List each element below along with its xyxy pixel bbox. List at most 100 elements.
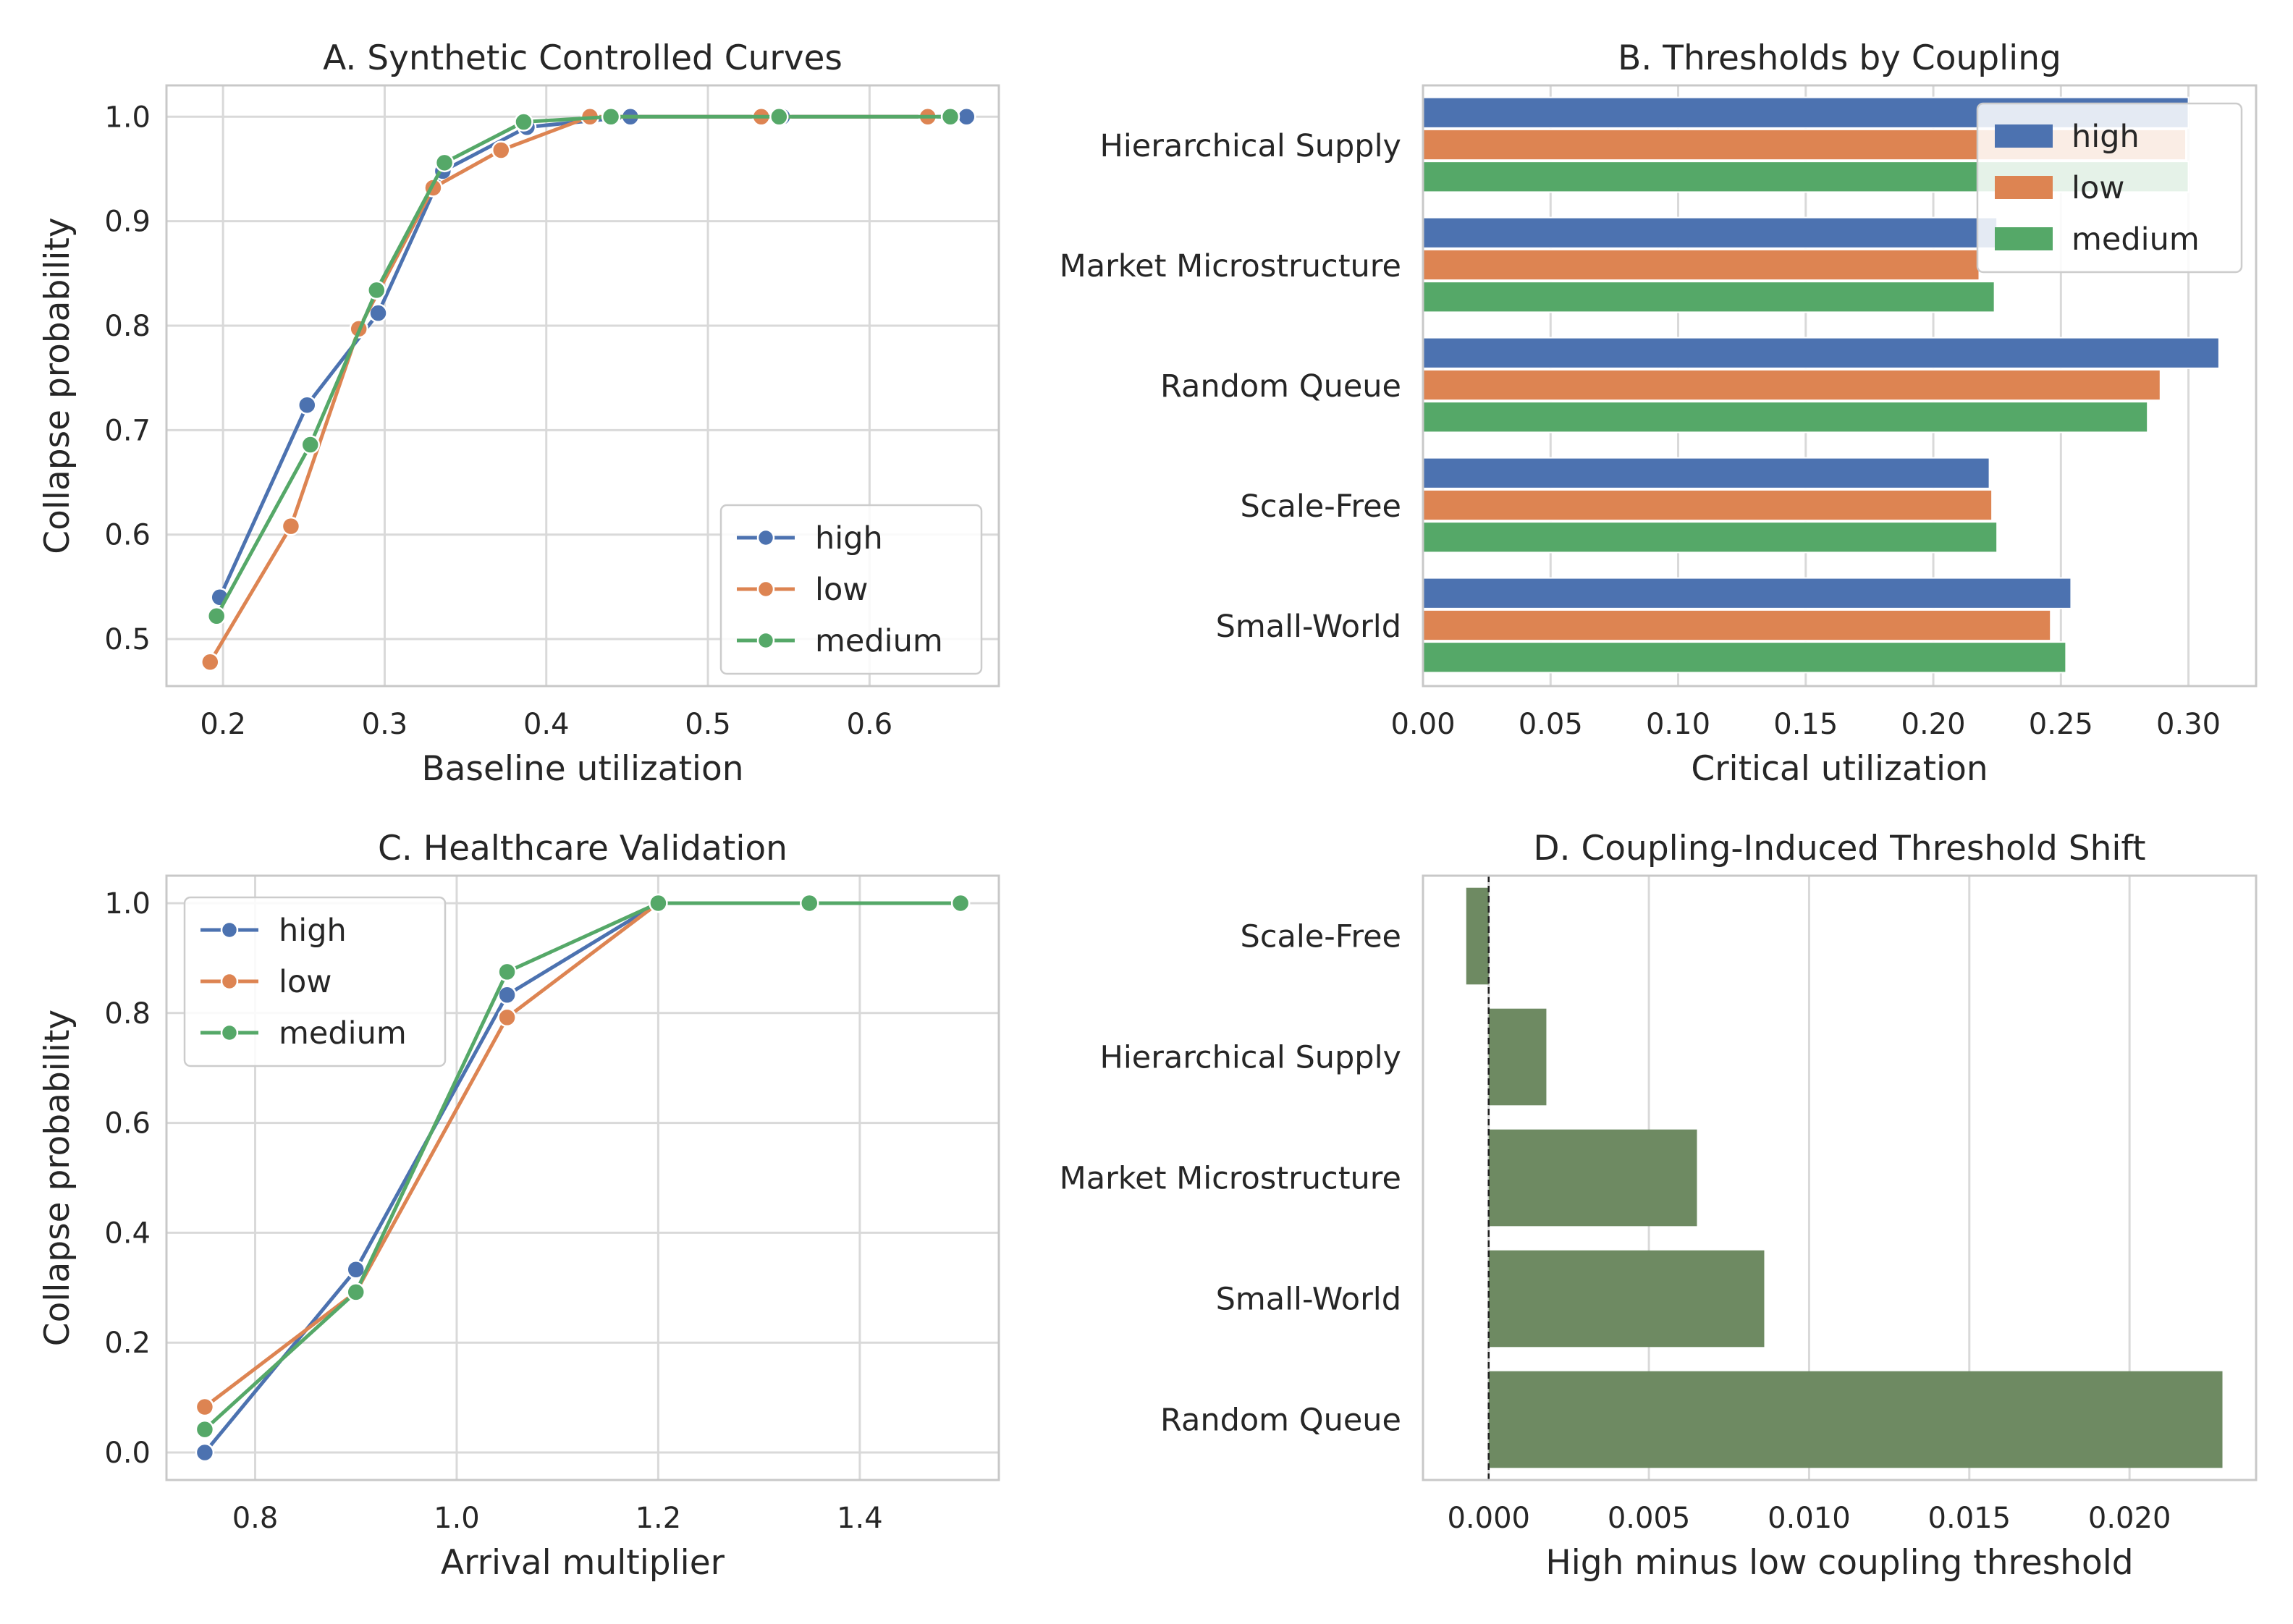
x-tick-label: 0.05 xyxy=(1519,708,1583,741)
y-tick-label: 0.5 xyxy=(104,623,151,656)
category-label: Hierarchical Supply xyxy=(1100,1040,1401,1076)
x-tick-label: 1.2 xyxy=(635,1502,682,1535)
y-tick-label: 0.6 xyxy=(104,1107,151,1141)
data-point-medium xyxy=(195,1419,215,1439)
bar-shift xyxy=(1488,1371,2223,1468)
bar-low xyxy=(1422,489,1993,522)
x-tick-label: 1.4 xyxy=(837,1502,883,1535)
bar-medium xyxy=(1422,641,2067,674)
data-point-high xyxy=(297,395,317,415)
legend-marker-low xyxy=(756,580,775,599)
data-point-medium xyxy=(800,893,819,913)
y-tick-label: 0.7 xyxy=(104,414,151,447)
chart-title: D. Coupling-Induced Threshold Shift xyxy=(1533,829,2145,868)
x-tick-label: 0.000 xyxy=(1447,1502,1530,1535)
data-point-medium xyxy=(601,107,621,127)
legend-box xyxy=(719,504,983,675)
x-tick-label: 0.6 xyxy=(847,708,893,741)
legend-marker-low xyxy=(220,972,239,991)
legend-label-high: high xyxy=(2072,119,2140,155)
x-tick-label: 0.15 xyxy=(1773,708,1838,741)
data-point-medium xyxy=(950,893,971,913)
legend-label-medium: medium xyxy=(2072,221,2200,258)
x-tick-label: 0.30 xyxy=(2156,708,2221,741)
y-tick-label: 0.2 xyxy=(104,1327,151,1360)
x-axis-label: Arrival multiplier xyxy=(441,1543,725,1583)
series-line-medium xyxy=(203,901,961,1431)
data-point-low xyxy=(491,140,511,160)
y-axis-label: Collapse probability xyxy=(38,217,77,554)
panel-b-thresholds-by-coupling: 0.00 0.05 0.10 0.15 0.20 0.25 0.30 Hierarchical… xyxy=(1060,38,2258,789)
x-tick-label: 0.00 xyxy=(1390,708,1455,741)
y-tick-label: 1.0 xyxy=(104,887,151,921)
data-point-medium xyxy=(434,153,455,173)
data-point-low xyxy=(200,652,220,672)
y-tick-label: 0.4 xyxy=(104,1217,151,1250)
x-tick-label: 0.20 xyxy=(1901,708,1966,741)
legend-label-low: low xyxy=(279,964,332,1000)
panel-c-healthcare-validation: 0.0 0.2 0.4 0.6 0.8 1.0 0.8 1.0 1.2 1.4 C. Healthc… xyxy=(38,829,1000,1583)
y-tick-label: 0.8 xyxy=(104,997,151,1031)
bar-low xyxy=(1422,368,2161,402)
data-point-high xyxy=(195,1442,215,1463)
bar-low xyxy=(1422,609,2052,642)
data-point-low xyxy=(195,1397,215,1417)
category-label: Random Queue xyxy=(1160,1403,1401,1439)
bar-high xyxy=(1422,216,1998,249)
x-tick-label: 0.2 xyxy=(200,708,246,741)
axes-frame xyxy=(165,84,1000,688)
data-point-medium xyxy=(940,107,960,127)
data-point-medium xyxy=(300,435,320,454)
category-label: Small-World xyxy=(1216,609,1401,645)
x-tick-label: 0.005 xyxy=(1608,1502,1691,1535)
series-line-medium xyxy=(215,114,951,617)
x-tick-label: 0.8 xyxy=(232,1502,279,1535)
data-point-low xyxy=(497,1007,517,1028)
x-tick-label: 0.020 xyxy=(2088,1502,2171,1535)
legend-marker-high xyxy=(220,921,239,939)
y-tick-label: 1.0 xyxy=(104,101,151,134)
bar-shift xyxy=(1488,1250,1765,1348)
bar-medium xyxy=(1422,281,1996,313)
data-point-medium xyxy=(769,107,789,127)
data-point-high xyxy=(497,985,517,1005)
x-axis-label: Critical utilization xyxy=(1691,749,1988,789)
legend-box xyxy=(183,896,447,1067)
category-label: Market Microstructure xyxy=(1060,1161,1401,1197)
chart-title: C. Healthcare Validation xyxy=(378,829,787,868)
x-tick-label: 0.3 xyxy=(362,708,408,741)
axes-frame xyxy=(1422,874,2258,1481)
y-axis-label: Collapse probability xyxy=(38,1010,77,1346)
x-tick-label: 0.25 xyxy=(2029,708,2093,741)
axes-frame xyxy=(165,874,1000,1481)
bar-shift xyxy=(1488,1008,1547,1106)
legend-swatch-high xyxy=(1995,124,2053,148)
category-label: Hierarchical Supply xyxy=(1100,128,1401,164)
category-label: Random Queue xyxy=(1160,368,1401,405)
x-tick-label: 0.5 xyxy=(685,708,731,741)
data-point-low xyxy=(281,516,301,536)
data-point-medium xyxy=(649,893,668,913)
panel-d-threshold-shift: 0.000 0.005 0.010 0.015 0.020 Scale-Free Hiera… xyxy=(1060,829,2258,1583)
x-axis-label: High minus low coupling threshold xyxy=(1545,1543,2133,1583)
x-tick-label: 0.015 xyxy=(1928,1502,2011,1535)
x-axis-label: Baseline utilization xyxy=(421,749,743,789)
data-point-medium xyxy=(346,1282,366,1302)
legend-marker-medium xyxy=(756,631,775,650)
legend-swatch-medium xyxy=(1995,227,2053,250)
category-label: Scale-Free xyxy=(1241,919,1401,955)
data-point-high xyxy=(368,303,388,323)
bar-medium xyxy=(1422,401,2149,434)
y-tick-label: 0.0 xyxy=(104,1437,151,1470)
y-tick-label: 0.9 xyxy=(104,206,151,239)
legend-marker-medium xyxy=(220,1023,239,1042)
category-label: Small-World xyxy=(1216,1282,1401,1318)
y-tick-label: 0.8 xyxy=(104,310,151,343)
legend-label-low: low xyxy=(815,572,868,608)
category-label: Scale-Free xyxy=(1241,489,1401,525)
chart-title: A. Synthetic Controlled Curves xyxy=(323,38,843,78)
category-label: Market Microstructure xyxy=(1060,248,1401,284)
x-tick-label: 0.10 xyxy=(1646,708,1710,741)
data-point-high xyxy=(957,107,976,127)
